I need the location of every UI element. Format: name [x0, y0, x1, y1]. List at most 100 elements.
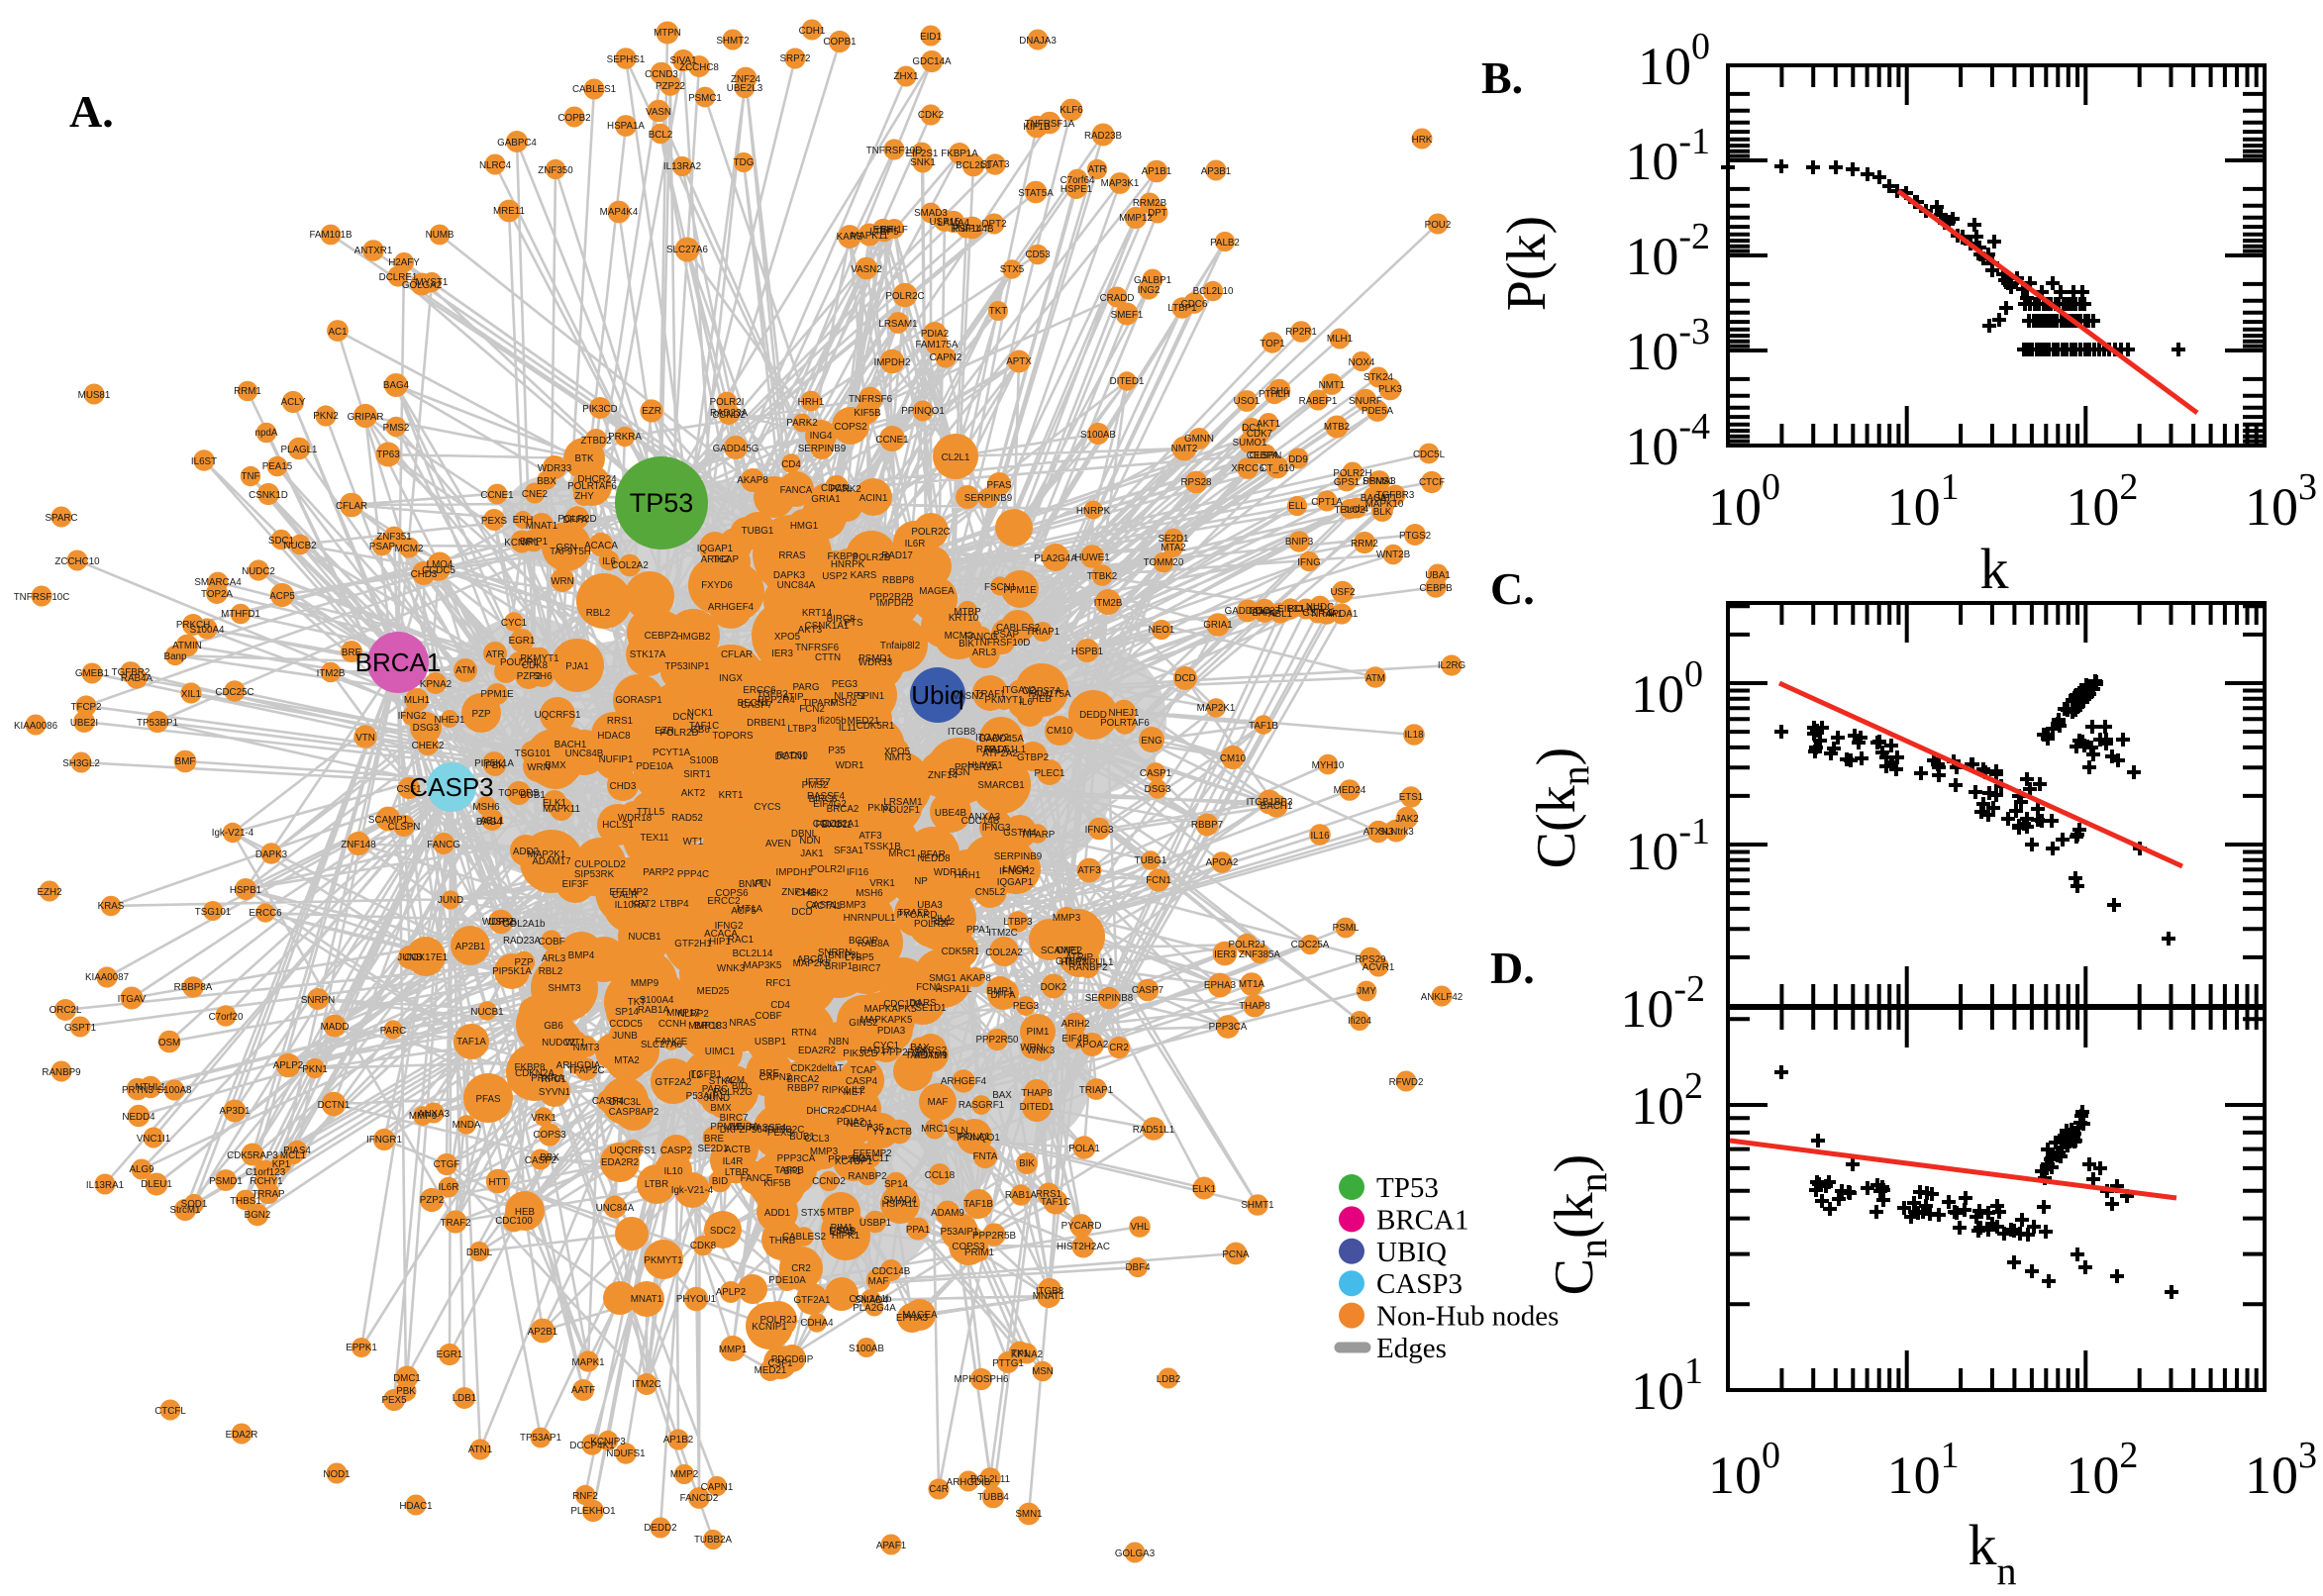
svg-text:PHYOU1: PHYOU1	[676, 1294, 716, 1305]
svg-text:PLAGL1: PLAGL1	[280, 445, 317, 455]
svg-text:STAT5A: STAT5A	[1018, 188, 1054, 199]
svg-text:WNK3: WNK3	[717, 963, 746, 974]
svg-text:PSML: PSML	[1333, 923, 1360, 934]
svg-text:NCK1: NCK1	[687, 708, 713, 719]
svg-text:GOLGA3: GOLGA3	[1115, 1548, 1156, 1559]
svg-text:PEXS: PEXS	[481, 516, 508, 527]
svg-text:ELL: ELL	[1288, 501, 1306, 512]
svg-text:AKT2: AKT2	[681, 788, 706, 799]
svg-text:SMARCB1: SMARCB1	[977, 780, 1024, 791]
svg-text:CCNH: CCNH	[658, 1019, 686, 1030]
svg-text:TSG101: TSG101	[195, 907, 232, 918]
svg-text:SNK1: SNK1	[910, 157, 936, 168]
svg-text:ZHX1: ZHX1	[893, 71, 918, 82]
svg-text:DHCR24: DHCR24	[806, 1106, 846, 1117]
svg-text:PTGS2: PTGS2	[1399, 531, 1431, 542]
svg-text:HMGB2: HMGB2	[676, 632, 711, 643]
svg-text:Igk-V21-4: Igk-V21-4	[671, 1185, 714, 1196]
svg-text:EIF3F: EIF3F	[562, 879, 589, 890]
svg-text:GORASP1: GORASP1	[615, 695, 661, 706]
svg-text:PRKRA: PRKRA	[608, 432, 642, 443]
svg-text:PKMYT1: PKMYT1	[644, 1255, 682, 1266]
svg-text:CDK5RAP3: CDK5RAP3	[227, 1150, 278, 1161]
svg-text:P35: P35	[828, 746, 846, 756]
svg-text:PEXS: PEXS	[767, 1128, 794, 1139]
svg-text:MSH6: MSH6	[856, 888, 883, 899]
svg-text:MAP2K1: MAP2K1	[1197, 703, 1236, 714]
svg-text:IL6: IL6	[602, 556, 616, 567]
svg-text:TUBB2A: TUBB2A	[694, 1535, 733, 1546]
svg-text:HDAC8: HDAC8	[597, 731, 631, 742]
svg-text:IL2: IL2	[688, 1070, 702, 1081]
svg-text:RFC1: RFC1	[765, 978, 791, 989]
svg-text:ZNF350: ZNF350	[538, 165, 573, 176]
svg-text:BRIP1: BRIP1	[520, 537, 548, 548]
svg-text:FKBP1A: FKBP1A	[941, 149, 978, 159]
svg-text:RRS1: RRS1	[607, 716, 633, 727]
svg-text:ZNF148: ZNF148	[341, 840, 376, 850]
svg-text:BNIP3: BNIP3	[1285, 537, 1314, 548]
svg-text:MADD: MADD	[321, 1022, 350, 1033]
svg-text:EIF4B: EIF4B	[829, 1227, 857, 1238]
svg-text:SHMT2: SHMT2	[716, 36, 749, 47]
svg-text:PEA15: PEA15	[262, 461, 293, 472]
svg-text:POLR2I: POLR2I	[710, 397, 745, 408]
svg-text:FAM175A: FAM175A	[915, 340, 958, 350]
svg-text:NRAS: NRAS	[729, 1018, 757, 1029]
svg-text:VTN: VTN	[752, 878, 771, 889]
svg-text:STX5: STX5	[1000, 264, 1025, 275]
svg-text:EPHA3: EPHA3	[1204, 980, 1237, 991]
svg-text:TAF9B: TAF9B	[774, 1165, 804, 1176]
svg-text:PZP22: PZP22	[656, 81, 685, 92]
svg-text:NUDC2: NUDC2	[242, 566, 275, 577]
svg-text:SMN1: SMN1	[1015, 1509, 1042, 1520]
svg-text:CASP3: CASP3	[1376, 1268, 1463, 1300]
svg-text:PIK3CD: PIK3CD	[582, 404, 617, 415]
svg-text:STK17A: STK17A	[630, 649, 666, 660]
svg-text:CFLAR: CFLAR	[721, 649, 753, 660]
svg-text:THRB: THRB	[769, 1236, 796, 1247]
svg-text:PARP2: PARP2	[643, 867, 673, 878]
svg-text:S100A4: S100A4	[190, 625, 225, 636]
svg-text:SDC2: SDC2	[710, 1226, 736, 1237]
svg-text:FAM101B: FAM101B	[309, 230, 352, 241]
svg-text:TSG101: TSG101	[515, 748, 552, 759]
svg-text:SERPINB8: SERPINB8	[1085, 993, 1134, 1004]
svg-text:PBK: PBK	[396, 1386, 416, 1397]
svg-text:ced-4: ced-4	[1345, 504, 1369, 515]
svg-text:VASN2: VASN2	[851, 264, 881, 275]
svg-text:MSN: MSN	[1032, 1366, 1054, 1377]
svg-text:PRKRA: PRKRA	[531, 1073, 564, 1084]
svg-text:WNT2B: WNT2B	[1376, 549, 1411, 560]
svg-text:HSPB1: HSPB1	[230, 885, 261, 896]
svg-text:AC1: AC1	[328, 327, 347, 338]
svg-text:PSMD1: PSMD1	[209, 1176, 243, 1187]
svg-text:DEDD2: DEDD2	[644, 1523, 676, 1534]
svg-text:HTT: HTT	[488, 1177, 507, 1188]
svg-text:CD4: CD4	[770, 1000, 790, 1011]
svg-text:HIST2H2AC: HIST2H2AC	[1057, 1242, 1110, 1252]
svg-text:RFWD2: RFWD2	[1389, 1077, 1424, 1088]
svg-text:AP3B1: AP3B1	[1201, 166, 1232, 177]
svg-text:ITGB8: ITGB8	[948, 727, 976, 738]
svg-text:PDIA3: PDIA3	[877, 1026, 906, 1037]
svg-text:CULPOLD2: CULPOLD2	[574, 859, 626, 870]
svg-text:KCNIP3: KCNIP3	[590, 1437, 626, 1447]
svg-text:PCNA: PCNA	[1222, 1249, 1250, 1260]
svg-text:COBF: COBF	[538, 937, 564, 948]
svg-text:CABLES2: CABLES2	[996, 623, 1040, 634]
svg-text:TP53INP1: TP53INP1	[664, 661, 709, 672]
svg-text:NEO1: NEO1	[847, 1119, 873, 1130]
svg-text:IFNG2: IFNG2	[715, 921, 744, 932]
svg-text:PCYT1A: PCYT1A	[653, 748, 691, 758]
svg-text:ITGAV2: ITGAV2	[975, 733, 1009, 744]
svg-text:COPS2: COPS2	[834, 422, 866, 433]
svg-text:PLEKHO1: PLEKHO1	[570, 1506, 615, 1517]
svg-text:CDC14B: CDC14B	[961, 816, 1000, 827]
svg-text:FANCG: FANCG	[427, 840, 460, 850]
svg-text:MNDA: MNDA	[731, 1122, 759, 1133]
svg-text:APLP2: APLP2	[273, 1060, 304, 1071]
svg-text:GTF2A1: GTF2A1	[793, 1295, 830, 1306]
svg-text:PARK2: PARK2	[786, 418, 817, 429]
svg-text:HUWE1: HUWE1	[1074, 552, 1109, 563]
